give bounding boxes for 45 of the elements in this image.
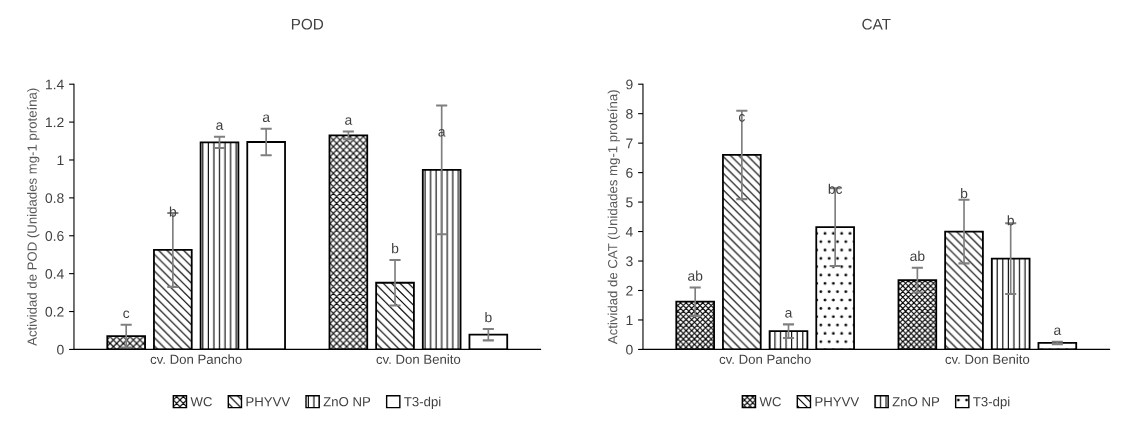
legend-label: ZnO NP <box>323 397 371 407</box>
data-label: a <box>216 122 224 130</box>
y-tick-label: 1 <box>57 155 64 166</box>
data-label: ab <box>688 270 703 281</box>
y-tick-label: 6 <box>626 167 633 178</box>
y-tick-label: 0.4 <box>45 268 64 279</box>
y-tick-label: 4 <box>625 227 633 237</box>
data-label: b <box>961 188 968 199</box>
data-label: b <box>485 312 492 323</box>
y-tick-label: 1 <box>626 315 633 325</box>
x-tick-label: cv. Don Benito <box>945 354 1030 364</box>
y-tick-label: 0 <box>626 344 633 355</box>
legend-label: T3-dpi <box>404 396 441 409</box>
y-tick-label: 5 <box>626 197 633 208</box>
legend-label: PHYVV <box>815 397 860 407</box>
data-label: a <box>785 310 793 318</box>
data-label: c <box>123 310 130 319</box>
legend-label: ZnO NP <box>892 397 940 407</box>
y-tick-label: 0.2 <box>45 306 64 317</box>
legend-label: WC <box>759 397 781 407</box>
y-tick-label: 0.8 <box>45 193 64 204</box>
y-tick-label: 2 <box>626 285 633 296</box>
data-label: a <box>345 117 353 125</box>
y-tick-label: 9 <box>626 79 633 90</box>
x-tick-label: cv. Don Benito <box>376 354 461 364</box>
legend-label: T3-dpi <box>973 396 1010 409</box>
y-tick-label: 0 <box>57 344 64 355</box>
x-tick-label: cv. Don Pancho <box>150 354 242 364</box>
legend-label: WC <box>190 397 212 407</box>
y-tick-label: 1.2 <box>46 117 64 128</box>
x-tick-label: cv. Don Pancho <box>719 354 811 364</box>
y-axis-title: Actividad de POD (Unidades mg-1 proteína) <box>26 88 40 346</box>
data-label: b <box>392 243 399 254</box>
y-tick-label: 1.4 <box>46 79 64 90</box>
chart-title: CAT <box>862 18 891 30</box>
chart-title: POD <box>291 18 324 30</box>
y-axis-title: Actividad de CAT (Unidades mg-1 proteína) <box>607 90 620 345</box>
y-tick-label: 8 <box>626 109 633 119</box>
legend-label: PHYVV <box>246 397 291 407</box>
data-label: ab <box>910 250 925 262</box>
data-label: a <box>1054 327 1062 336</box>
y-tick-label: 0.6 <box>45 231 64 241</box>
y-tick-label: 7 <box>626 138 633 149</box>
y-tick-label: 3 <box>626 256 633 267</box>
data-label: a <box>262 114 271 122</box>
